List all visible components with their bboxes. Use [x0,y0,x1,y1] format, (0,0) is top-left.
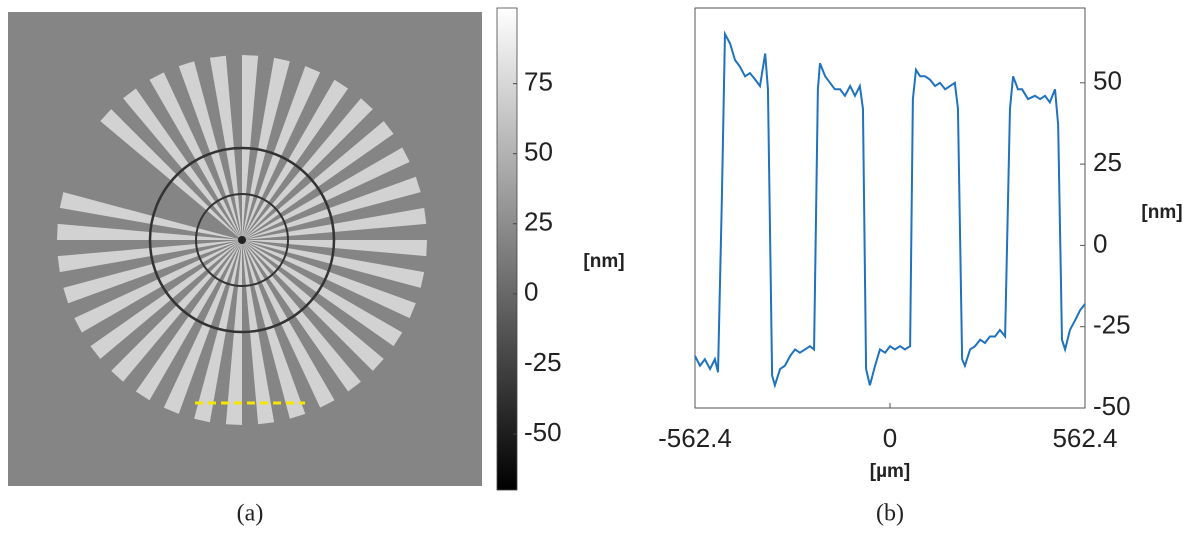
spoke [194,240,242,423]
colorbar-label: [nm] [583,251,624,272]
spoke [123,88,242,240]
line [694,30,1086,389]
spoke [242,240,416,319]
x-tick-label: 0 [883,423,897,453]
spoke [111,240,242,382]
caption: (b) [876,501,904,527]
colorbar-tick-label: 25 [524,207,553,237]
spoke [242,240,306,419]
spoke [59,192,243,240]
spoke [242,57,290,241]
y-tick-label: -25 [1093,310,1131,340]
caption: (a) [237,501,264,527]
spoke [135,240,242,401]
spoke [242,121,394,240]
colorbar-tick-label: 75 [524,67,553,97]
y-tick-label: 25 [1093,147,1122,177]
y-tick-label: 50 [1093,66,1122,96]
ring [195,193,289,287]
spoke [242,66,321,241]
spoke [149,72,242,240]
spoke [242,240,361,392]
spoke [163,240,242,414]
colorbar-tick-label: -25 [524,347,562,377]
spoke [242,98,373,241]
spoke [242,176,421,240]
y-tick-label: -50 [1093,391,1131,421]
spoke [63,240,242,304]
ring [238,236,246,244]
x-axis-label: [µm] [870,461,911,482]
spoke [74,240,242,333]
colorbar [496,7,518,491]
plot-frame [694,7,1086,409]
spoke [242,240,403,347]
spoke [242,240,335,408]
x-tick-label: -562.4 [658,423,732,453]
spoke [90,240,242,359]
spoke [242,147,410,240]
y-axis-label: [nm] [1141,202,1182,223]
ring [148,146,336,334]
siemens-star [57,55,427,425]
colorbar-tick-label: 0 [524,277,538,307]
y-tick-label: 0 [1093,228,1107,258]
spoke [242,79,349,240]
spoke [100,109,243,240]
spoke [178,61,242,240]
colorbar-tick-label: -50 [524,417,562,447]
x-tick-label: 562.4 [1052,423,1117,453]
colorbar-tick-label: 50 [524,137,553,167]
spoke [242,240,384,371]
spoke [242,240,425,288]
